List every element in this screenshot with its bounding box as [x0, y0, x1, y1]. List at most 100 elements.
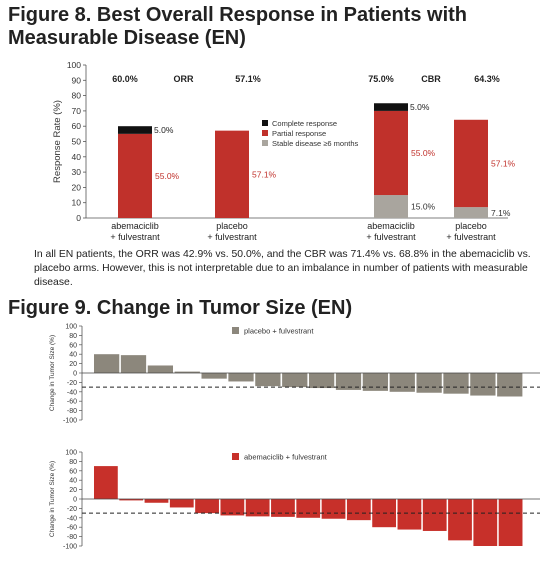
- legend-swatch: [262, 130, 268, 136]
- data-label: 55.0%: [411, 148, 436, 158]
- waterfall-bar: [389, 373, 415, 392]
- bar-segment: [374, 103, 408, 111]
- response-rate-chart: 0 10 20 30 40 50 60 70 80 90 100 Response Rate (%) O…: [52, 60, 516, 242]
- waterfall-bar: [397, 499, 422, 530]
- waterfall-bar: [174, 371, 200, 373]
- y-tick-label: 100: [67, 60, 81, 70]
- figure-8-title: Figure 8. Best Overall Response in Patie…: [8, 4, 468, 49]
- data-label: 5.0%: [410, 102, 430, 112]
- waterfall-bar: [271, 499, 295, 517]
- waterfall-bar: [296, 499, 321, 518]
- y-tick-label: 0: [73, 497, 77, 504]
- y-tick-label: -20: [67, 506, 77, 513]
- y-tick-label: 40: [69, 478, 77, 485]
- legend-swatch: [232, 453, 239, 460]
- y-axis-title: Change in Tumor Size (%): [49, 335, 56, 411]
- y-tick-label: 70: [72, 106, 82, 116]
- waterfall-bar: [497, 373, 523, 397]
- data-label: 57.1%: [252, 169, 277, 179]
- total-label: 75.0%: [368, 74, 394, 84]
- x-category-label: + fulvestrant: [207, 232, 257, 242]
- waterfall-bar: [144, 499, 169, 503]
- data-label: 55.0%: [155, 171, 180, 181]
- y-tick-label: -60: [67, 525, 77, 532]
- legend-swatch: [262, 120, 268, 126]
- x-category-label: abemaciclib: [111, 221, 159, 231]
- bar-segment: [118, 126, 152, 134]
- data-label: 57.1%: [491, 158, 516, 168]
- waterfall-bar: [147, 365, 174, 373]
- y-tick-label: 100: [65, 324, 77, 331]
- waterfall-bar: [473, 499, 498, 546]
- waterfall-bar: [416, 373, 442, 393]
- waterfall-bar: [220, 499, 245, 516]
- waterfall-bar: [443, 373, 469, 394]
- abemaciclib-waterfall-chart: 100 80 60 40 20 0 -20 -40 -60 -80 -100 Change in Tu…: [49, 450, 540, 551]
- legend-label: Stable disease ≥6 months: [272, 139, 359, 148]
- x-category-label: + fulvestrant: [366, 232, 416, 242]
- bar-segment: [454, 119, 488, 208]
- y-tick-label: 60: [69, 468, 77, 475]
- waterfall-bar: [282, 373, 308, 388]
- waterfall-bar: [169, 499, 194, 508]
- x-category-label: placebo: [216, 221, 248, 231]
- y-tick-label: 80: [69, 459, 77, 466]
- y-tick-label: 80: [72, 91, 82, 101]
- waterfall-bar: [346, 499, 371, 521]
- y-tick-label: -60: [67, 399, 77, 406]
- x-category-label: abemaciclib: [367, 221, 415, 231]
- figure-8-caption: In all EN patients, the ORR was 42.9% vs…: [34, 249, 531, 288]
- waterfall-bar: [470, 373, 496, 396]
- y-tick-label: 40: [72, 152, 82, 162]
- waterfall-bar: [201, 373, 227, 379]
- legend-label: abemaciclib + fulvestrant: [244, 453, 328, 462]
- y-tick-label: -40: [67, 515, 77, 522]
- y-tick-label: -100: [63, 544, 77, 551]
- bar-segment: [454, 207, 488, 218]
- bar-segment: [374, 110, 408, 196]
- y-tick-label: 60: [72, 121, 82, 131]
- y-tick-label: 60: [69, 342, 77, 349]
- total-label: 60.0%: [112, 74, 138, 84]
- y-tick-label: 90: [72, 75, 82, 85]
- data-label: 7.1%: [491, 208, 511, 218]
- waterfall-bar: [448, 499, 472, 541]
- total-label: 57.1%: [235, 74, 261, 84]
- y-tick-label: 20: [72, 182, 82, 192]
- waterfall-bar: [94, 466, 118, 499]
- bar-segment: [118, 133, 152, 218]
- waterfall-bar: [362, 373, 389, 391]
- y-tick-label: 0: [76, 213, 81, 223]
- y-tick-label: -40: [67, 389, 77, 396]
- waterfall-bar: [422, 499, 447, 531]
- waterfall-bar: [245, 499, 270, 517]
- y-tick-label: -100: [63, 418, 77, 425]
- waterfall-bar: [119, 499, 144, 501]
- y-tick-label: 30: [72, 167, 82, 177]
- y-tick-label: -80: [67, 534, 77, 541]
- waterfall-bar: [321, 499, 346, 519]
- y-tick-label: 80: [69, 333, 77, 340]
- legend-label: placebo + fulvestrant: [244, 327, 314, 336]
- figure-9-title: Figure 9. Change in Tumor Size (EN): [8, 297, 353, 319]
- data-label: 15.0%: [411, 202, 436, 212]
- placebo-waterfall-chart: 100 80 60 40 20 0 -20 -40 -60 -80 -100 Change in Tu…: [49, 324, 540, 425]
- legend-label: Complete response: [272, 119, 337, 128]
- waterfall-bar: [498, 499, 523, 546]
- y-tick-label: -20: [67, 380, 77, 387]
- legend-label: Partial response: [272, 129, 326, 138]
- x-category-label: placebo: [455, 221, 487, 231]
- y-axis-title: Change in Tumor Size (%): [49, 461, 56, 537]
- y-tick-label: 20: [69, 361, 77, 368]
- waterfall-bar: [228, 373, 254, 382]
- waterfall-bar: [195, 499, 219, 514]
- waterfall-bar: [255, 373, 281, 387]
- y-tick-label: 50: [72, 137, 82, 147]
- y-tick-label: 0: [73, 371, 77, 378]
- legend-swatch: [232, 327, 239, 334]
- legend-swatch: [262, 140, 268, 146]
- group-label: CBR: [421, 74, 441, 84]
- y-tick-label: 20: [69, 487, 77, 494]
- y-tick-label: 100: [65, 450, 77, 457]
- waterfall-bar: [335, 373, 362, 390]
